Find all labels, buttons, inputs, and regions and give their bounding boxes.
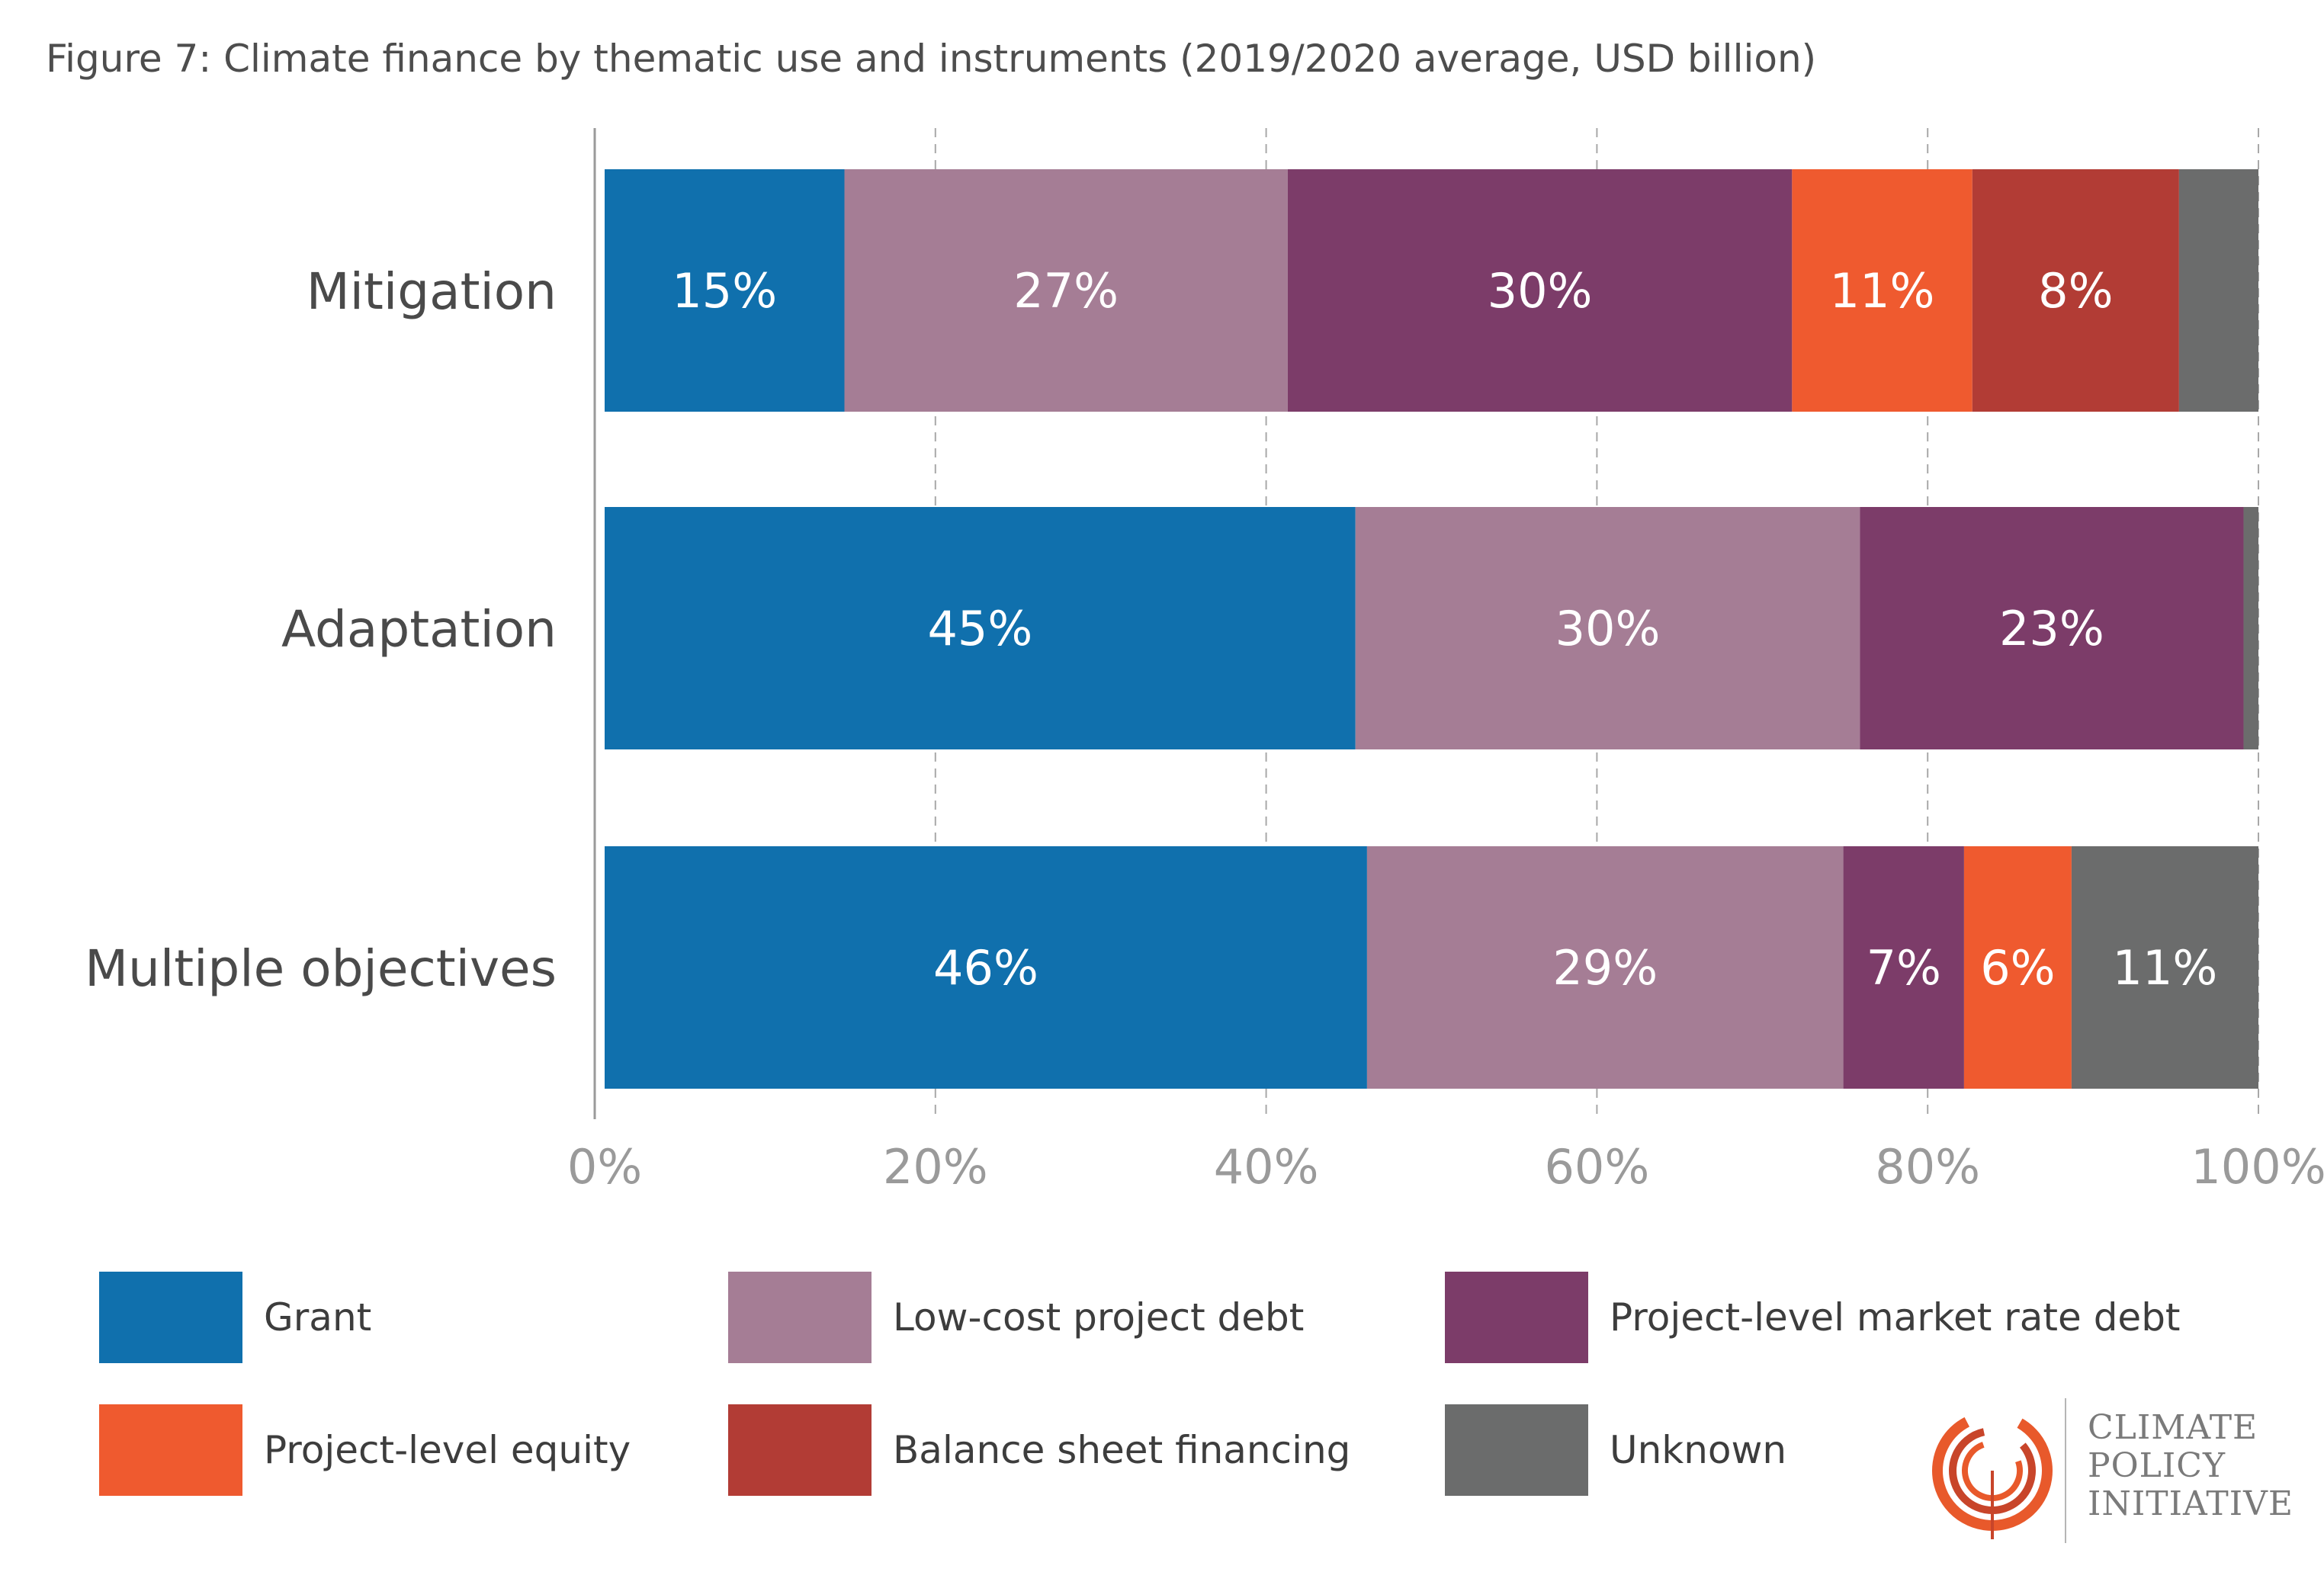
logo-text: CLIMATE POLICY INITIATIVE <box>2088 1409 2294 1523</box>
logo-line-1: CLIMATE <box>2088 1408 2258 1447</box>
bar-value-label: 23% <box>1999 601 2104 656</box>
bar-segment <box>1963 846 2072 1089</box>
cpi-logo: CLIMATE POLICY INITIATIVE <box>1928 1394 2309 1546</box>
legend-label: Low-cost project debt <box>893 1295 1305 1340</box>
bar-value-label: 11% <box>1830 263 1935 319</box>
x-tick-label: 40% <box>1214 1139 1319 1195</box>
bar-value-label: 15% <box>672 263 777 319</box>
bar-segment <box>1792 169 1973 412</box>
category-label: Multiple objectives <box>85 939 557 998</box>
bar-segment <box>1366 846 1844 1089</box>
bar-value-label: 46% <box>933 940 1038 996</box>
legend-swatch <box>728 1404 872 1496</box>
stacked-bar-chart: 15% 27% 30% 11% 8% 45% 30% 23% 46% 29% 7% 6% 11% Mit… <box>85 128 2324 1195</box>
bar-value-label: 7% <box>1867 940 1941 996</box>
bar-segment <box>1972 169 2179 412</box>
bar-segment <box>1287 169 1793 412</box>
legend-swatch <box>1445 1404 1588 1496</box>
legend-label: Unknown <box>1610 1428 1787 1472</box>
bar-value-label: 45% <box>927 601 1032 656</box>
x-tick-label: 100% <box>2191 1139 2324 1195</box>
legend-swatch <box>728 1272 872 1363</box>
bar-segment <box>1355 507 1860 749</box>
logo-line-2: POLICY <box>2088 1446 2226 1485</box>
category-label: Mitigation <box>307 262 557 321</box>
x-tick-label: 60% <box>1544 1139 1649 1195</box>
bar-value-label: 11% <box>2113 940 2218 996</box>
legend-label: Balance sheet financing <box>893 1428 1351 1472</box>
category-labels: Mitigation Adaptation Multiple objectives <box>85 262 557 998</box>
bar-segment <box>844 169 1288 412</box>
bar-value-label: 30% <box>1488 263 1593 319</box>
bar-value-labels: 15% 27% 30% 11% 8% 45% 30% 23% 46% 29% 7% 6% 11% <box>672 263 2217 996</box>
bar-segment <box>2178 169 2258 412</box>
bar-segment <box>1843 846 1964 1089</box>
chart-title: Figure 7: Climate finance by thematic us… <box>46 37 1817 81</box>
bar-segment <box>605 507 1356 749</box>
legend-swatch <box>99 1404 242 1496</box>
x-tick-label: 0% <box>567 1139 642 1195</box>
bar-segment <box>2243 507 2258 749</box>
cpi-logo-mark-icon <box>1932 1410 2053 1539</box>
legend-label: Grant <box>264 1295 372 1340</box>
bar-segment <box>1860 507 2244 749</box>
x-tick-label: 80% <box>1875 1139 1980 1195</box>
bar-value-label: 6% <box>1980 940 2055 996</box>
legend-swatch <box>99 1272 242 1363</box>
bar-segment <box>605 846 1367 1089</box>
legend-label: Project-level market rate debt <box>1610 1295 2181 1340</box>
bar-segments <box>605 169 2258 1089</box>
legend-label: Project-level equity <box>264 1428 631 1472</box>
bar-value-label: 30% <box>1555 601 1661 656</box>
bar-segment <box>2071 846 2258 1089</box>
bar-value-label: 27% <box>1013 263 1119 319</box>
legend-swatch <box>1445 1272 1588 1363</box>
x-axis-tick-labels: 0% 20% 40% 60% 80% 100% <box>567 1139 2324 1195</box>
bar-value-label: 29% <box>1552 940 1658 996</box>
x-tick-label: 20% <box>883 1139 988 1195</box>
bar-value-label: 8% <box>2038 263 2113 319</box>
logo-line-3: INITIATIVE <box>2088 1484 2294 1523</box>
bar-segment <box>605 169 845 412</box>
category-label: Adaptation <box>281 600 557 659</box>
logo-divider <box>2065 1398 2066 1543</box>
